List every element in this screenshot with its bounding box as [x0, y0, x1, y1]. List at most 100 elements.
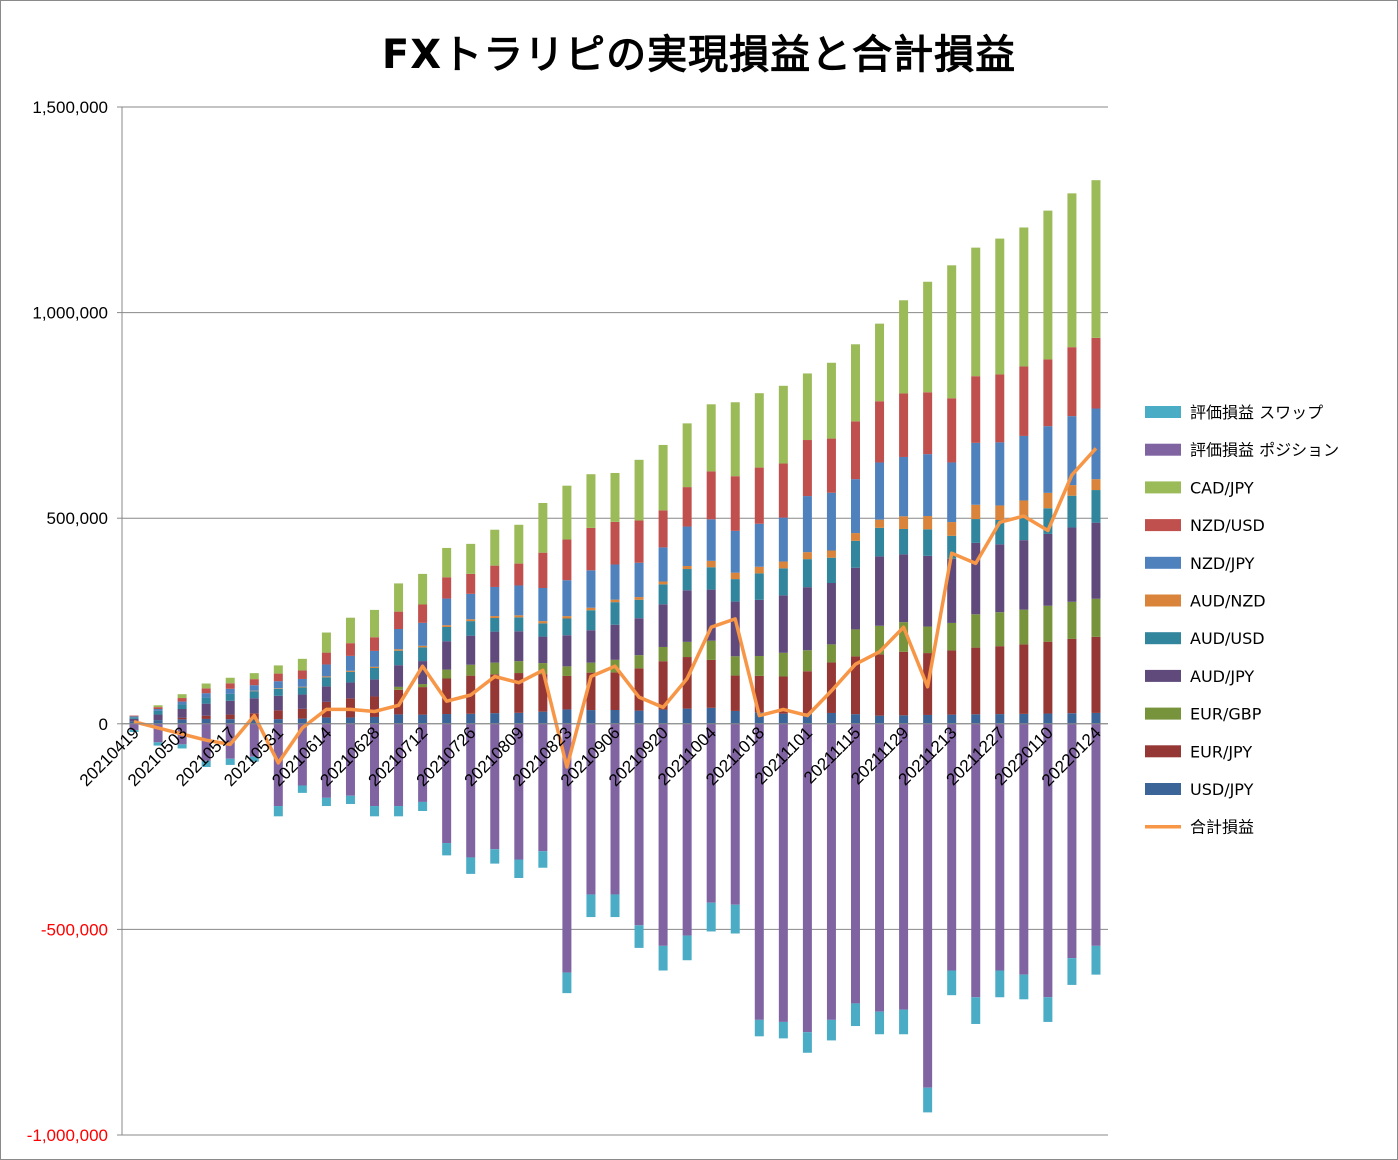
y-tick-label: 500,000: [47, 509, 108, 528]
bar-segment-aud-nzd: [754, 566, 764, 574]
legend-swatch: [1145, 443, 1181, 456]
bar-segment-nzd-usd: [442, 577, 452, 599]
bar-segment-usd-jpy: [947, 714, 957, 724]
bar-segment-aud-jpy: [802, 587, 812, 651]
bar-segment-aud-jpy: [610, 624, 620, 660]
bar-segment-unrealized-swap: [297, 785, 307, 793]
bar-segment-nzd-usd: [538, 552, 548, 588]
bar-segment-eur-gbp: [514, 661, 524, 674]
bar-segment-unrealized-swap: [394, 806, 404, 817]
bar-segment-unrealized-position: [321, 723, 331, 798]
bar-segment-aud-nzd: [826, 550, 836, 558]
bar-segment-nzd-jpy: [514, 585, 524, 616]
bar-segment-aud-nzd: [899, 516, 909, 529]
bar-segment-eur-jpy: [826, 662, 836, 713]
bar-segment-usd-jpy: [923, 714, 933, 724]
bar-segment-nzd-usd: [1043, 359, 1053, 427]
bar-segment-eur-jpy: [682, 657, 692, 709]
bar-segment-eur-gbp: [826, 644, 836, 663]
bar-segment-eur-jpy: [225, 714, 235, 720]
bar-segment-eur-gbp: [562, 666, 572, 676]
bar-segment-unrealized-swap: [923, 1087, 933, 1113]
bar-segment-cad-jpy: [634, 459, 644, 521]
bar-segment-nzd-jpy: [1043, 426, 1053, 493]
bar-segment-aud-jpy: [249, 698, 259, 714]
bar-segment-nzd-usd: [297, 670, 307, 679]
bar-segment-cad-jpy: [730, 402, 740, 477]
bar-segment-aud-nzd: [514, 615, 524, 618]
bar-segment-usd-jpy: [682, 708, 692, 724]
bar-segment-unrealized-swap: [1043, 997, 1053, 1022]
bar-segment-aud-nzd: [947, 522, 957, 536]
bar-segment-eur-jpy: [370, 696, 380, 717]
bar-segment-eur-jpy: [899, 651, 909, 716]
bar-segment-usd-jpy: [995, 714, 1005, 724]
bar-segment-unrealized-swap: [249, 756, 259, 762]
bar-segment-cad-jpy: [947, 265, 957, 399]
bar-segment-unrealized-position: [899, 723, 909, 1010]
bar-segment-aud-jpy: [370, 679, 380, 697]
bar-segment-aud-nzd: [538, 621, 548, 624]
bar-segment-unrealized-position: [153, 723, 163, 743]
bar-segment-eur-jpy: [995, 646, 1005, 715]
bar-segment-nzd-jpy: [442, 598, 452, 626]
bar-segment-aud-jpy: [826, 582, 836, 645]
bar-segment-unrealized-swap: [730, 904, 740, 934]
bar-segment-aud-usd: [273, 688, 283, 696]
bar-segment-aud-usd: [321, 677, 331, 687]
bar-segment-eur-jpy: [177, 717, 187, 720]
bar-segment-aud-jpy: [1091, 522, 1101, 599]
bar-segment-unrealized-position: [610, 723, 620, 895]
bar-segment-cad-jpy: [249, 673, 259, 680]
bar-segment-unrealized-position: [225, 723, 235, 759]
bar-segment-eur-gbp: [971, 614, 981, 648]
bar-segment-unrealized-position: [1019, 723, 1029, 975]
bar-segment-unrealized-position: [778, 723, 788, 1022]
bar-segment-nzd-jpy: [225, 688, 235, 694]
bar-segment-usd-jpy: [345, 717, 355, 724]
bar-segment-unrealized-position: [297, 723, 307, 786]
bar-segment-usd-jpy: [850, 714, 860, 724]
bar-segment-usd-jpy: [586, 710, 596, 724]
bar-segment-nzd-jpy: [562, 580, 572, 617]
bar-segment-aud-jpy: [514, 631, 524, 662]
bar-segment-cad-jpy: [225, 677, 235, 684]
y-tick-label: -500,000: [41, 920, 108, 939]
bar-segment-usd-jpy: [249, 719, 259, 724]
bar-segment-unrealized-swap: [802, 1032, 812, 1053]
bar-segment-usd-jpy: [1043, 713, 1053, 724]
bar-segment-aud-nzd: [418, 645, 428, 648]
bar-segment-usd-jpy: [394, 714, 404, 724]
bar-segment-aud-usd: [754, 573, 764, 600]
bar-segment-cad-jpy: [1043, 210, 1053, 360]
bar-segment-unrealized-position: [586, 723, 596, 895]
bar-segment-cad-jpy: [394, 583, 404, 612]
bar-segment-nzd-jpy: [370, 650, 380, 667]
bar-segment-eur-gbp: [802, 650, 812, 672]
bar-segment-aud-nzd: [971, 504, 981, 520]
bar-segment-unrealized-swap: [538, 851, 548, 868]
bar-segment-aud-jpy: [321, 686, 331, 702]
total-line-layer: [133, 447, 1098, 769]
bar-segment-nzd-usd: [345, 643, 355, 656]
bar-segment-nzd-usd: [1091, 337, 1101, 409]
bar-segment-aud-usd: [1091, 490, 1101, 523]
bar-segment-aud-jpy: [466, 635, 476, 665]
bar-segment-cad-jpy: [442, 547, 452, 578]
bar-segment-aud-jpy: [129, 718, 139, 722]
bar-segment-nzd-usd: [706, 471, 716, 520]
bar-segment-unrealized-swap: [971, 997, 981, 1024]
bar-segment-aud-nzd: [321, 676, 331, 678]
bar-segment-unrealized-swap: [826, 1019, 836, 1041]
bar-segment-eur-jpy: [634, 668, 644, 711]
bar-segment-aud-nzd: [394, 649, 404, 651]
bar-segment-unrealized-swap: [177, 744, 187, 749]
bar-segment-eur-jpy: [850, 656, 860, 715]
bar-segment-usd-jpy: [297, 718, 307, 724]
bar-segment-eur-gbp: [658, 646, 668, 662]
bar-segment-unrealized-swap: [514, 859, 524, 878]
bar-segment-nzd-jpy: [875, 462, 885, 520]
bar-segment-aud-nzd: [610, 599, 620, 603]
bar-segment-usd-jpy: [514, 712, 524, 724]
